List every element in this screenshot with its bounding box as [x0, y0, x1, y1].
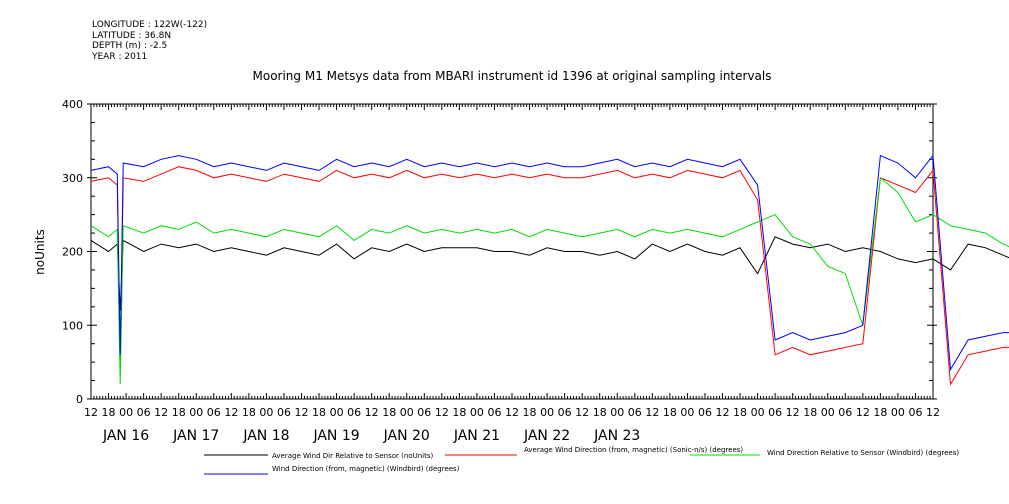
x-tick-label: 00 — [610, 406, 624, 419]
legend-label-3: Wind Direction Relative to Sensor (Windb… — [767, 449, 959, 457]
x-tick-label: 06 — [908, 406, 922, 419]
x-tick-label: 06 — [137, 406, 151, 419]
x-tick-label: 18 — [172, 406, 186, 419]
x-tick-label: 12 — [716, 406, 730, 419]
x-tick-label: 00 — [400, 406, 414, 419]
chart-title: Mooring M1 Metsys data from MBARI instru… — [253, 69, 772, 83]
x-tick-label: 12 — [575, 406, 589, 419]
x-tick-label: 06 — [207, 406, 221, 419]
x-date-label: JAN 19 — [312, 428, 359, 444]
x-tick-label: 06 — [417, 406, 431, 419]
x-tick-label: 06 — [768, 406, 782, 419]
x-axis: 12 18 00 06 12 18 00 06 12 18 00 06 12 18 00 06 12 18 00 06… — [84, 104, 940, 444]
x-date-label: JAN 20 — [383, 428, 430, 444]
x-tick-label: 06 — [838, 406, 852, 419]
x-date-label: JAN 18 — [242, 428, 289, 444]
x-tick-label: 18 — [452, 406, 466, 419]
x-tick-label: 00 — [189, 406, 203, 419]
y-tick-label: 100 — [62, 319, 83, 332]
x-tick-label: 00 — [259, 406, 273, 419]
legend-label-2: Average Wind Direction (from, magnetic) … — [524, 446, 743, 454]
series-line-3 — [90, 176, 1009, 385]
x-tick-label: 06 — [487, 406, 501, 419]
x-tick-label: 18 — [803, 406, 817, 419]
x-tick-label: 12 — [365, 406, 379, 419]
x-tick-label: 06 — [347, 406, 361, 419]
depth-label: DEPTH (m) : -2.5 — [92, 41, 168, 51]
y-axis: 0 100 200 300 400 — [62, 98, 937, 406]
x-date-label: JAN 23 — [593, 428, 640, 444]
x-tick-label: 00 — [470, 406, 484, 419]
x-tick-label: 18 — [873, 406, 887, 419]
x-tick-label: 00 — [330, 406, 344, 419]
x-date-label: JAN 21 — [453, 428, 500, 444]
x-tick-label: 12 — [154, 406, 168, 419]
year-label: YEAR : 2011 — [92, 51, 148, 62]
x-tick-label: 00 — [751, 406, 765, 419]
x-date-label: JAN 16 — [102, 428, 149, 444]
legend-label-4: Wind Direction (from, magnetic) (Windbir… — [272, 465, 460, 473]
metadata-block: LONGITUDE : 122W(-122) LATITUDE : 36.8N … — [92, 20, 207, 62]
longitude-label: LONGITUDE : 122W(-122) — [92, 20, 208, 30]
legend: Average Wind Dir Relative to Sensor (noU… — [204, 446, 959, 475]
x-tick-label: 12 — [786, 406, 800, 419]
x-tick-label: 00 — [119, 406, 133, 419]
x-tick-label: 12 — [295, 406, 309, 419]
x-tick-label: 18 — [523, 406, 537, 419]
series-line-4 — [90, 154, 1009, 372]
y-tick-label: 300 — [62, 172, 83, 185]
x-tick-label: 18 — [312, 406, 326, 419]
y-axis-label: noUnits — [33, 229, 47, 275]
x-tick-label: 12 — [84, 406, 98, 419]
x-tick-label: 06 — [698, 406, 712, 419]
x-tick-label: 12 — [224, 406, 238, 419]
x-tick-label: 00 — [540, 406, 554, 419]
x-tick-label: 00 — [891, 406, 905, 419]
x-tick-label: 12 — [435, 406, 449, 419]
x-tick-label: 18 — [382, 406, 396, 419]
legend-label-1: Average Wind Dir Relative to Sensor (noU… — [272, 452, 433, 460]
x-tick-label: 18 — [593, 406, 607, 419]
x-tick-label: 12 — [645, 406, 659, 419]
latitude-label: LATITUDE : 36.8N — [92, 30, 172, 41]
x-tick-label: 06 — [628, 406, 642, 419]
x-tick-label: 12 — [505, 406, 519, 419]
x-tick-label: 18 — [102, 406, 116, 419]
y-tick-label: 200 — [62, 246, 83, 259]
series-line-2 — [90, 166, 1009, 386]
series-line-1 — [90, 236, 1009, 311]
x-tick-label: 18 — [663, 406, 677, 419]
x-tick-label: 18 — [242, 406, 256, 419]
x-date-label: JAN 22 — [523, 428, 570, 444]
x-tick-label: 06 — [558, 406, 572, 419]
y-tick-label: 0 — [76, 393, 83, 406]
x-date-label: JAN 17 — [172, 428, 219, 444]
series-lines — [90, 154, 1009, 386]
x-tick-label: 18 — [733, 406, 747, 419]
x-tick-label: 00 — [821, 406, 835, 419]
x-tick-label: 12 — [856, 406, 870, 419]
x-tick-label: 00 — [680, 406, 694, 419]
x-tick-label: 12 — [926, 406, 940, 419]
y-tick-label: 400 — [62, 98, 83, 111]
x-tick-label: 06 — [277, 406, 291, 419]
